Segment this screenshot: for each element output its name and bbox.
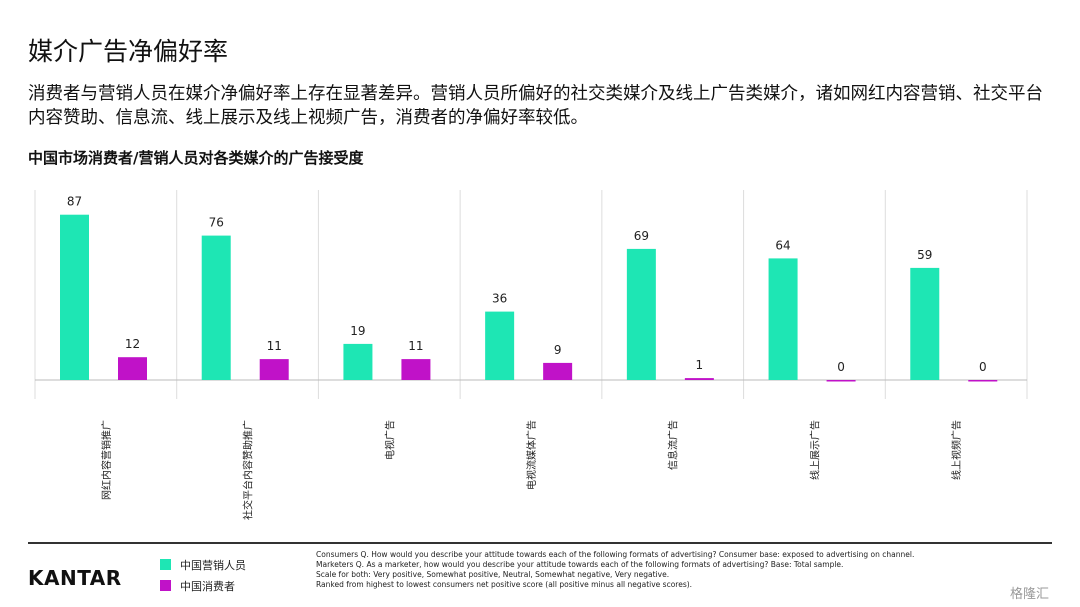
legend-label: 中国营销人员	[180, 558, 246, 572]
bar	[768, 258, 798, 380]
x-tick-label: 电视流媒体广告	[525, 420, 538, 490]
legend-swatch	[160, 559, 171, 570]
bar	[401, 359, 431, 380]
x-tick-label: 线上展示广告	[808, 420, 821, 480]
value-label: 0	[979, 360, 987, 374]
watermark: 格隆汇	[1010, 587, 1050, 602]
bar	[118, 357, 147, 380]
bar	[201, 235, 231, 380]
value-label: 36	[492, 292, 507, 306]
bar	[259, 359, 289, 380]
value-label: 59	[917, 248, 932, 262]
value-label: 12	[125, 337, 140, 351]
value-label: 9	[554, 343, 562, 357]
x-tick-label: 社交平台内容赞助推广	[242, 420, 255, 520]
value-label: 11	[408, 339, 423, 353]
value-label: 87	[67, 195, 82, 209]
x-tick-label: 电视广告	[383, 420, 396, 460]
bar	[684, 378, 714, 380]
bar	[910, 267, 940, 380]
bar	[485, 311, 515, 380]
x-tick-label: 网红内容营销推广	[100, 420, 113, 500]
x-tick-label: 信息流广告	[667, 420, 680, 470]
note: Scale for both: Very positive, Somewhat …	[316, 570, 670, 579]
notes: Consumers Q. How would you describe your…	[316, 550, 914, 590]
note: Ranked from highest to lowest consumers …	[316, 580, 693, 589]
bar	[826, 380, 856, 382]
legend-label: 中国消费者	[180, 579, 235, 593]
bar	[626, 248, 656, 380]
title: 媒介广告净偏好率	[28, 37, 229, 66]
bar	[343, 343, 373, 380]
legend-swatch	[160, 580, 171, 591]
chart-title: 中国市场消费者/营销人员对各类媒介的广告接受度	[28, 149, 364, 167]
value-label: 19	[350, 324, 365, 338]
logo: KANTAR	[28, 566, 122, 590]
subtitle: 消费者与营销人员在媒介净偏好率上存在显著差异。营销人员所偏好的社交类媒介及线上广…	[28, 84, 1043, 128]
bar	[968, 380, 998, 382]
x-tick-label: 线上视频广告	[950, 420, 963, 480]
value-label: 64	[775, 238, 790, 252]
note: Consumers Q. How would you describe your…	[316, 550, 915, 559]
bar	[543, 362, 573, 380]
value-label: 76	[209, 216, 224, 230]
bar	[60, 214, 89, 380]
value-label: 69	[634, 229, 649, 243]
value-label: 11	[267, 339, 282, 353]
note: Marketers Q. As a marketer, how would yo…	[316, 560, 844, 569]
value-label: 0	[837, 360, 845, 374]
value-label: 1	[696, 358, 704, 372]
